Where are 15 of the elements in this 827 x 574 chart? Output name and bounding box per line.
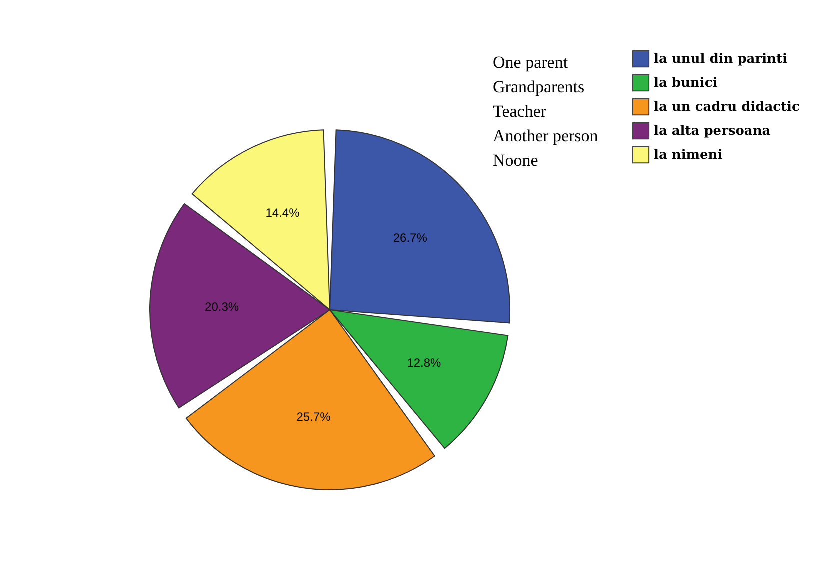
- legend-label: la unul din parinti: [654, 52, 788, 67]
- legend-label: la alta persoana: [654, 124, 772, 139]
- data-label: 25.7%: [296, 410, 332, 424]
- legend-label: la nimeni: [654, 148, 723, 163]
- data-label: 14.4%: [266, 206, 300, 220]
- data-label: 12.8%: [407, 356, 442, 370]
- text: Teacher: [493, 102, 547, 121]
- text: One parent: [493, 53, 568, 72]
- text: Grandparents: [493, 78, 585, 96]
- data-label: 20.3%: [205, 300, 240, 314]
- legend-label: la bunici: [654, 76, 718, 91]
- text: Another person: [493, 126, 599, 146]
- data-label: 26.7%: [393, 230, 428, 245]
- text: Noone: [493, 151, 538, 170]
- legend-label: la un cadru didactic: [654, 100, 800, 115]
